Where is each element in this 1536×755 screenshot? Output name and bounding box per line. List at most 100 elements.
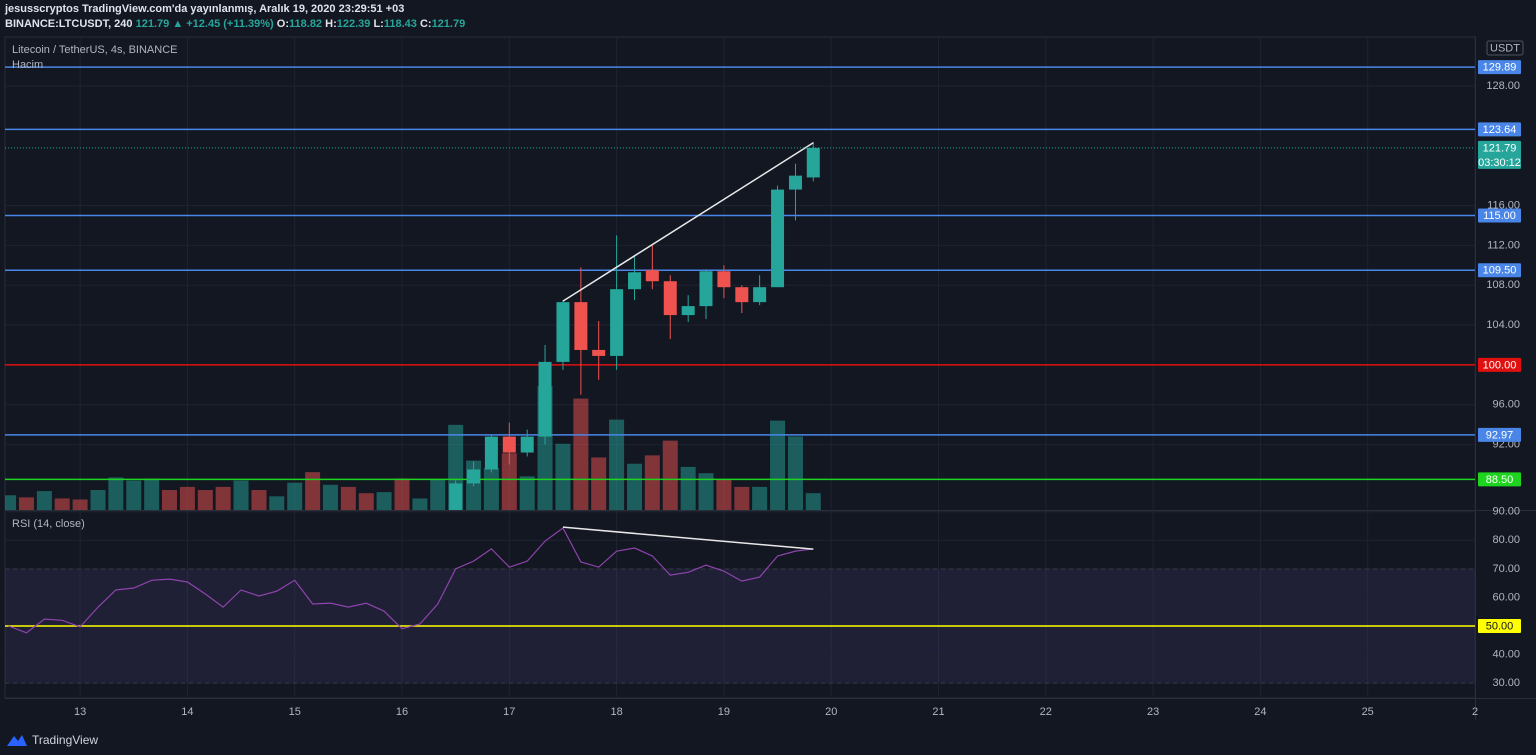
countdown: 03:30:12 [1478, 157, 1521, 169]
currency: USDT [1490, 42, 1520, 54]
y-tick-label: 104.00 [1486, 319, 1520, 331]
volume-bar [251, 490, 267, 510]
brand: TradingView [32, 733, 99, 747]
candle-body [556, 302, 570, 362]
volume-bar [698, 473, 714, 510]
level-label: 109.50 [1483, 265, 1517, 277]
trend-line [562, 526, 814, 550]
volume-bar [179, 486, 195, 510]
candle-body [663, 281, 677, 316]
volume-bar [126, 480, 142, 510]
x-tick-label: 25 [1362, 706, 1374, 718]
x-tick-label: 19 [718, 706, 730, 718]
last-price-label: 121.79 [1483, 142, 1517, 154]
ohlc-value: 121.79 [431, 18, 466, 30]
x-tick-label: 18 [610, 706, 622, 718]
volume-bar [501, 453, 517, 510]
candle-body [610, 289, 624, 356]
volume-bar [573, 398, 589, 510]
candle-body [735, 287, 749, 303]
candle-body [574, 302, 588, 350]
rsi-legend: RSI (14, close) [12, 518, 85, 530]
x-tick-label: 16 [396, 706, 408, 718]
volume-bar [197, 490, 213, 510]
x-tick-label: 17 [503, 706, 515, 718]
volume-bar [322, 484, 338, 510]
symbol: BINANCE:LTCUSDT, 240 [5, 18, 133, 30]
volume-bar [483, 467, 499, 510]
volume-bar [787, 436, 803, 510]
candle-body [699, 271, 713, 307]
volume-bar [770, 420, 786, 510]
level-label: 100.00 [1483, 359, 1517, 371]
volume-bar [555, 443, 571, 510]
candle-body [788, 175, 802, 190]
midline-label: 50.00 [1486, 620, 1514, 632]
level-label-box [1478, 357, 1521, 372]
volume-bar [18, 497, 34, 510]
x-tick-label: 20 [825, 706, 837, 718]
volume-bar [233, 480, 249, 510]
ohlc-value: 118.43 [383, 18, 417, 30]
y-tick-label: 40.00 [1492, 648, 1520, 660]
y-tick-label: 96.00 [1492, 399, 1520, 411]
y-tick-label: 108.00 [1486, 279, 1520, 291]
volume-bar [734, 486, 750, 510]
volume-bar [305, 472, 321, 510]
ohlc-label: H: [325, 18, 337, 30]
candle-body [771, 189, 785, 288]
ohlc-label: L: [373, 18, 384, 30]
volume-bar [5, 495, 17, 510]
publish-line: jesusscryptos TradingView.com'da yayınla… [5, 3, 405, 15]
level-label: 129.89 [1483, 62, 1517, 74]
x-tick-label: 21 [932, 706, 944, 718]
level-label-box [1478, 472, 1521, 487]
x-tick-label: 14 [181, 706, 193, 718]
x-tick-label: 23 [1147, 706, 1159, 718]
level-label-box [1478, 263, 1521, 278]
candle-body [502, 436, 516, 453]
volume-bar [54, 498, 70, 510]
last-price-box [1478, 140, 1521, 169]
rsi-line [8, 527, 814, 634]
volume-bar [376, 492, 392, 510]
footer: TradingView [6, 731, 98, 749]
y-tick-label: 116.00 [1487, 199, 1520, 211]
x-tick-label: 24 [1254, 706, 1266, 718]
y-tick-label: 60.00 [1492, 591, 1520, 603]
currency-box [1486, 40, 1524, 56]
y-tick-label: 128.00 [1486, 80, 1520, 92]
change: ▲ +12.45 (+11.39%) [172, 18, 274, 30]
level-label: 115.00 [1483, 210, 1516, 222]
header: jesusscryptos TradingView.com'da yayınla… [5, 2, 465, 32]
volume-bar [340, 486, 356, 510]
last-price: 121.79 [135, 18, 170, 30]
candle-body [520, 436, 534, 453]
volume-bar [716, 479, 732, 510]
logo [7, 735, 27, 746]
volume-bar [519, 476, 535, 510]
volume-bar [287, 482, 303, 510]
volume-bar [269, 496, 285, 510]
volume-bar [90, 490, 106, 510]
volume-bar [609, 419, 625, 510]
y-tick-label: 90.00 [1492, 506, 1520, 518]
volume-bar [591, 457, 607, 510]
level-label: 123.64 [1483, 124, 1517, 136]
candle-body [753, 287, 767, 303]
candle-body [806, 147, 820, 178]
level-label-box [1478, 60, 1521, 75]
volume-bar [161, 490, 177, 510]
volume-bar [108, 477, 124, 510]
level-label: 92.97 [1486, 429, 1514, 441]
level-label-box [1478, 122, 1521, 137]
candle-body [717, 271, 731, 288]
candle-body [538, 361, 552, 437]
volume-bar [412, 498, 428, 510]
ohlc-label: C: [419, 18, 432, 30]
y-tick-label: 112.00 [1487, 239, 1520, 251]
volume-bar [358, 493, 374, 510]
level-label-box [1478, 208, 1521, 223]
volume-bar [680, 466, 696, 510]
trend-line [562, 142, 814, 302]
